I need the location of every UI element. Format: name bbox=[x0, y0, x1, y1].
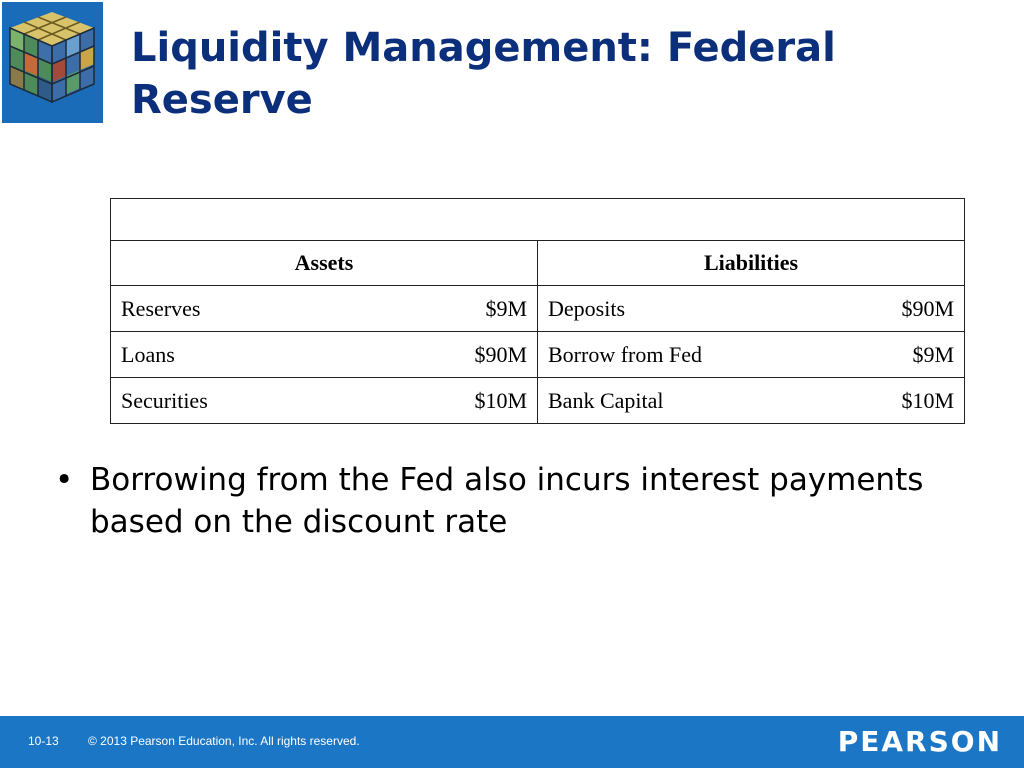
table-row: Loans $90M Borrow from Fed $9M bbox=[110, 331, 965, 378]
asset-value: $9M bbox=[485, 295, 527, 321]
liability-value: $9M bbox=[912, 341, 954, 367]
table-caption-cell bbox=[110, 198, 965, 241]
asset-label: Reserves bbox=[121, 295, 201, 321]
asset-label: Loans bbox=[121, 341, 175, 367]
pearson-logo: PEARSON bbox=[837, 725, 1002, 758]
table-caption-row bbox=[110, 198, 965, 241]
liability-value: $90M bbox=[901, 295, 954, 321]
liability-label: Borrow from Fed bbox=[548, 341, 702, 367]
liability-label: Deposits bbox=[548, 295, 625, 321]
page-number: 10-13 bbox=[28, 734, 59, 748]
asset-label: Securities bbox=[121, 387, 208, 413]
table-header-row: Assets Liabilities bbox=[110, 240, 965, 286]
assets-header: Assets bbox=[110, 240, 538, 286]
liability-cell: Bank Capital $10M bbox=[537, 377, 965, 424]
bullet-text: Borrowing from the Fed also incurs inter… bbox=[90, 462, 924, 540]
balance-sheet-table: Assets Liabilities Reserves $9M Deposits… bbox=[110, 198, 965, 424]
rubiks-cube-logo-icon bbox=[2, 2, 103, 123]
asset-cell: Reserves $9M bbox=[110, 285, 538, 332]
liability-cell: Deposits $90M bbox=[537, 285, 965, 332]
liability-cell: Borrow from Fed $9M bbox=[537, 331, 965, 378]
bullet-point: • Borrowing from the Fed also incurs int… bbox=[55, 459, 935, 543]
liability-value: $10M bbox=[901, 387, 954, 413]
asset-value: $10M bbox=[474, 387, 527, 413]
asset-cell: Securities $10M bbox=[110, 377, 538, 424]
table-row: Reserves $9M Deposits $90M bbox=[110, 285, 965, 332]
bullet-dot-icon: • bbox=[55, 462, 74, 498]
copyright-text: © 2013 Pearson Education, Inc. All right… bbox=[88, 734, 360, 748]
liability-label: Bank Capital bbox=[548, 387, 664, 413]
asset-value: $90M bbox=[474, 341, 527, 367]
table-row: Securities $10M Bank Capital $10M bbox=[110, 377, 965, 424]
footer-bar: 10-13 © 2013 Pearson Education, Inc. All… bbox=[0, 716, 1024, 768]
slide-title: Liquidity Management: Federal Reserve bbox=[131, 25, 836, 123]
asset-cell: Loans $90M bbox=[110, 331, 538, 378]
liabilities-header: Liabilities bbox=[537, 240, 965, 286]
